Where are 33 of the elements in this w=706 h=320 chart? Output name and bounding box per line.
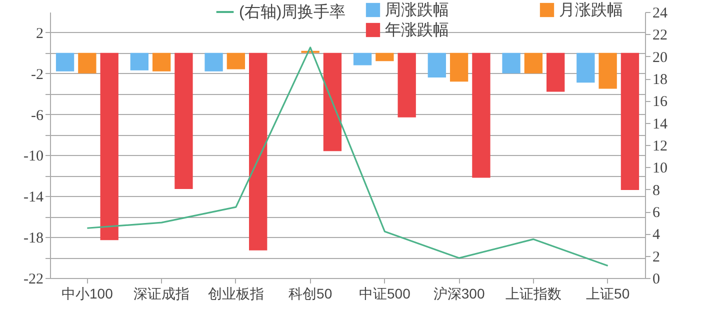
line-series (86, 46, 609, 267)
legend-label: (右轴)周换手率 (239, 3, 346, 21)
y-tick-label: -14 (24, 190, 44, 206)
x-tick-label: 沪深300 (433, 286, 485, 302)
y2-tick-label: 10 (652, 160, 668, 177)
y2-tick-label: 0 (652, 272, 660, 288)
y-tick-label: -10 (24, 148, 44, 165)
y2-tick-label: 8 (652, 182, 660, 199)
x-tick-label: 深证成指 (134, 286, 190, 302)
y-tick-label: -2 (31, 66, 44, 83)
y2-tick-label: 14 (652, 116, 668, 132)
y2-tick-label: 2 (652, 249, 660, 266)
legend-label: 年涨跌幅 (385, 21, 449, 39)
y-tick-label: 2 (36, 26, 44, 42)
y2-tick-label: 22 (652, 28, 668, 44)
y2-tick-label: 6 (652, 205, 660, 221)
legend-label: 月涨跌幅 (559, 1, 623, 19)
y-tick-label: -6 (31, 108, 44, 124)
x-tick-label: 上证指数 (505, 286, 562, 302)
x-tick-label: 上证50 (586, 286, 630, 302)
y2-tick-label: 12 (652, 138, 668, 154)
y-tick-label: -18 (24, 230, 44, 247)
y2-tick-label: 18 (652, 72, 668, 88)
x-tick-label: 创业板指 (208, 286, 264, 302)
y2-tick-label: 20 (652, 50, 668, 66)
x-tick-label: 中证500 (359, 286, 411, 302)
x-tick-label: 科创50 (288, 286, 332, 302)
legend-label: 周涨跌幅 (385, 1, 449, 19)
y2-tick-label: 16 (652, 94, 668, 110)
y-tick-label: -22 (24, 272, 44, 288)
y2-tick-label: 4 (652, 227, 660, 244)
y2-tick-label: 24 (652, 6, 668, 22)
x-tick-label: 中小100 (62, 286, 114, 302)
